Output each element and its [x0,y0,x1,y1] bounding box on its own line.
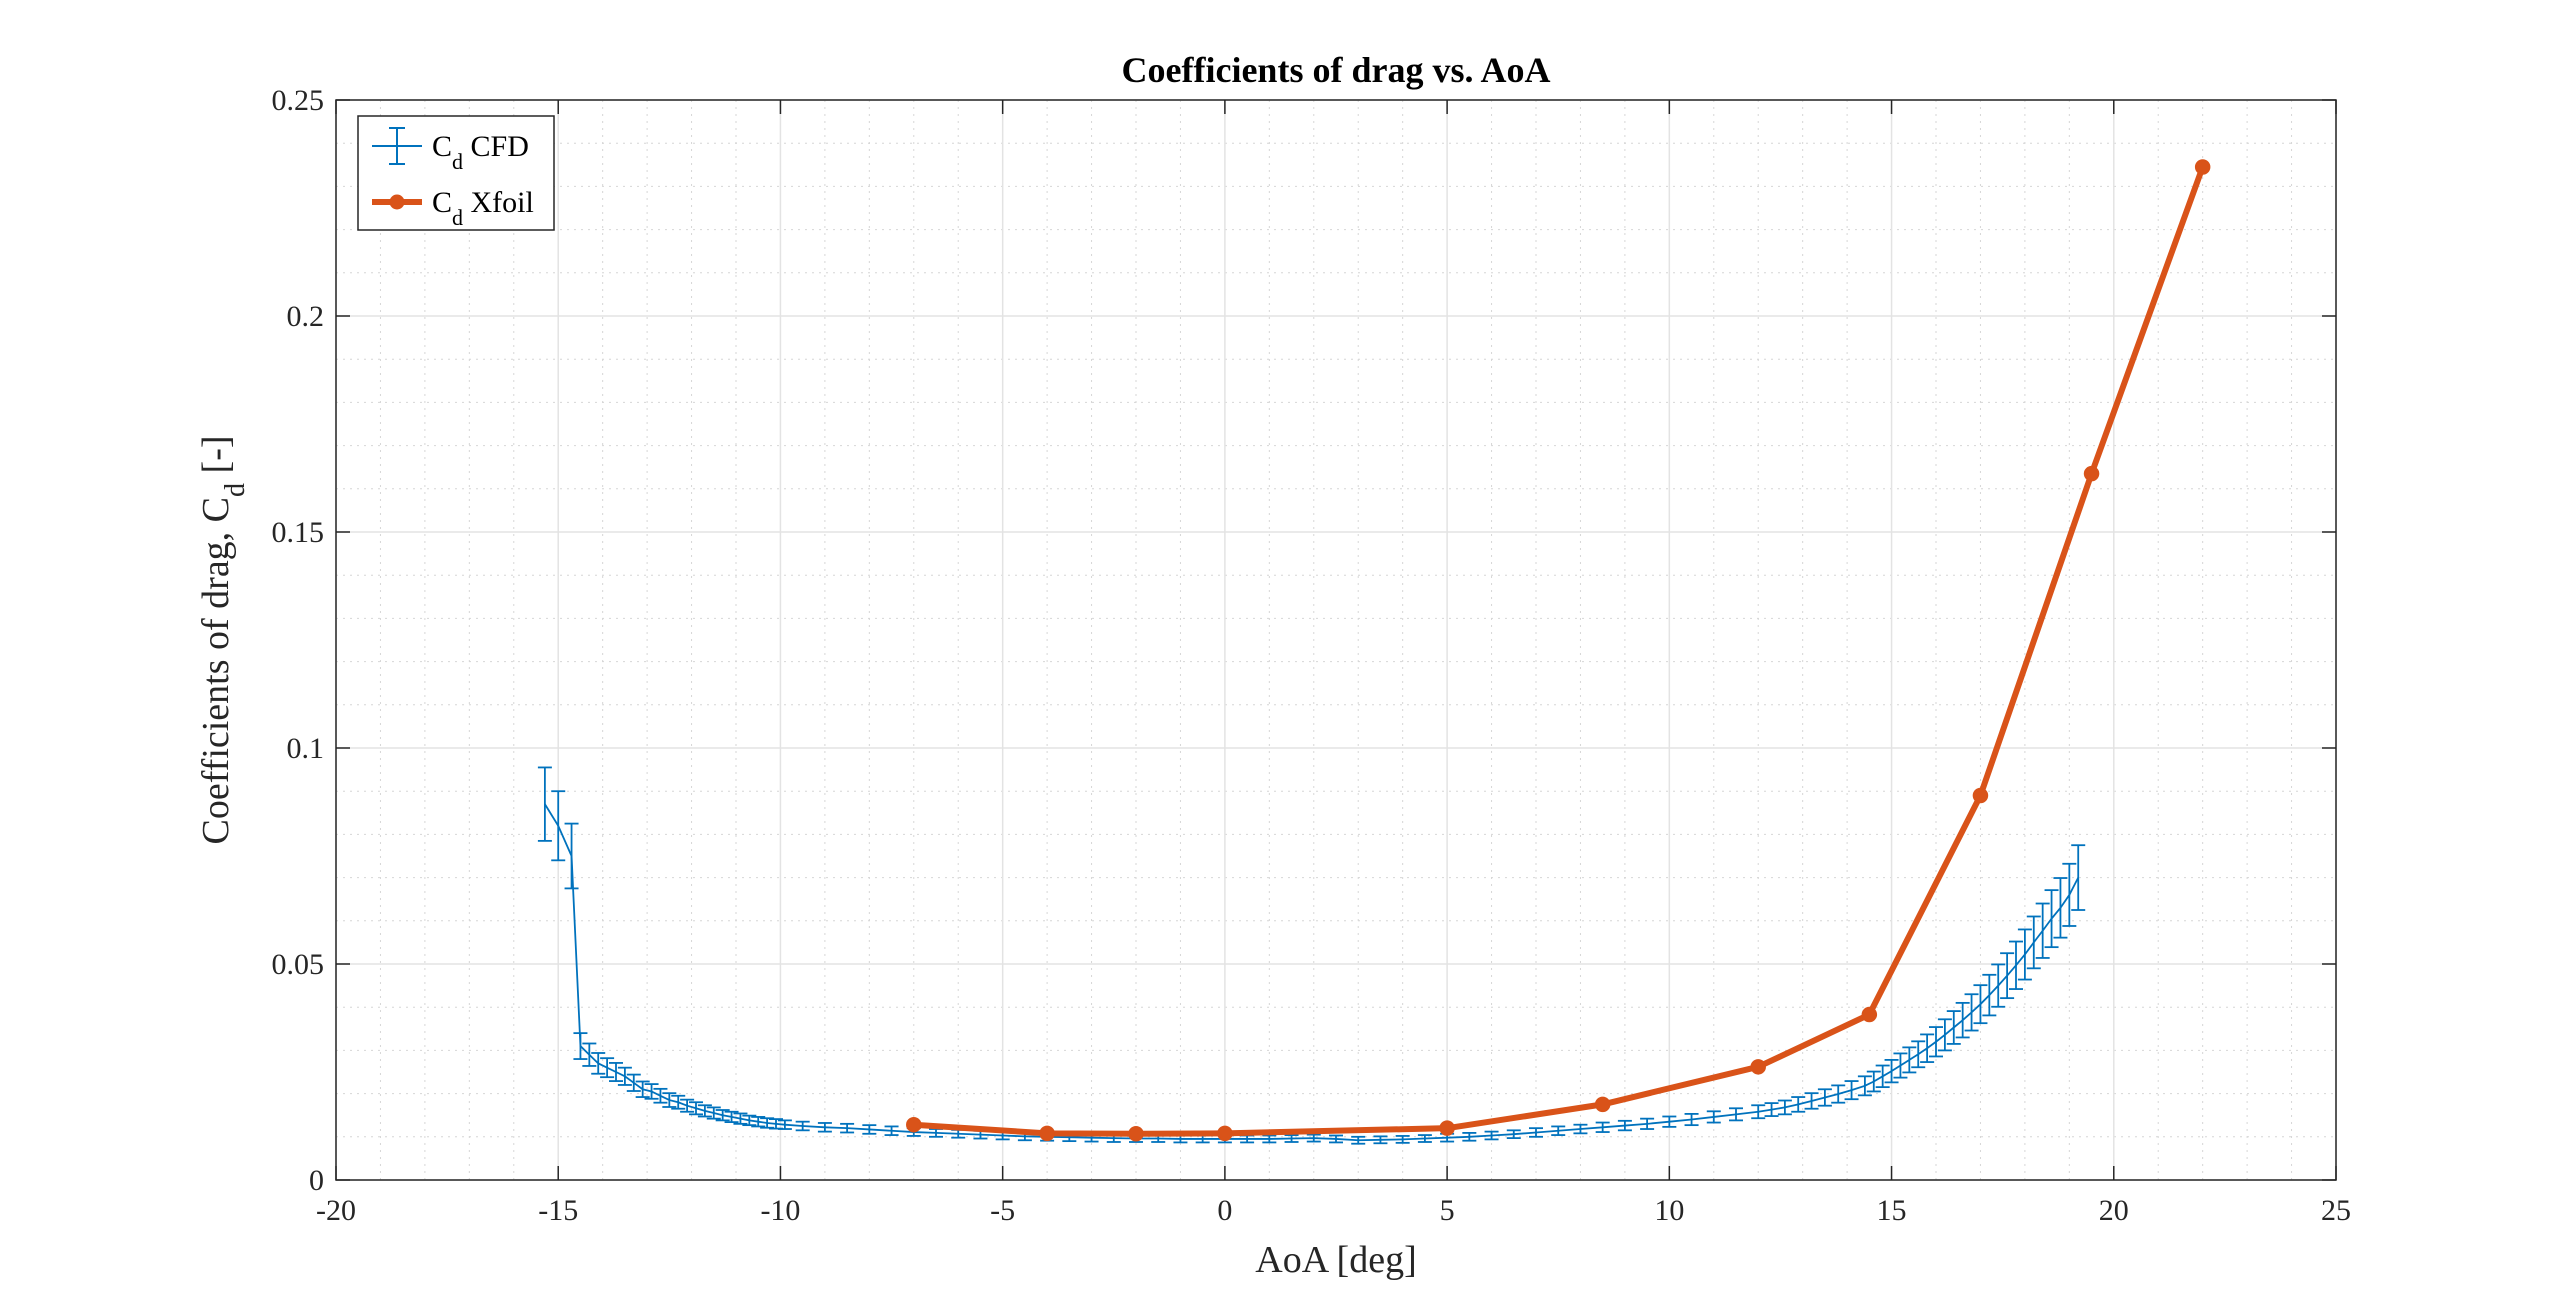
minor-grid [336,100,2336,1180]
chart-title: Coefficients of drag vs. AoA [1122,50,1551,90]
legend-label-cfd: Cd CFD [432,130,529,174]
xfoil-point [1439,1120,1455,1136]
y-tick-label: 0.25 [272,84,325,117]
axis-ticks: -20 -15 -10 -5 0 5 10 15 20 25 0 0.05 0.1 0.15 0.2 0.25 [272,84,2352,1227]
xfoil-point [2083,465,2100,482]
y-axis-label-main: Coefficients of drag, C [195,497,237,845]
xfoil-point [1594,1096,1611,1113]
legend-label-cfd-sub: d [452,149,463,174]
xfoil-point [906,1116,922,1133]
legend-label-cfd-suffix: CFD [463,130,529,163]
legend-label-cfd-main: C [432,130,452,163]
xfoil-point [1750,1059,1766,1075]
x-tick-label: -20 [316,1194,356,1227]
x-tick-label: 0 [1217,1194,1232,1227]
x-tick-label: -5 [990,1194,1015,1227]
legend-label-xfoil-suffix: Xfoil [463,186,534,219]
y-axis-label-suffix: [-] [195,435,237,482]
y-tick-label: 0.1 [287,732,325,765]
xfoil-point [1039,1125,1055,1142]
plot-area [336,100,2336,1180]
series-layer [537,159,2211,1145]
y-tick-label: 0.05 [272,948,325,981]
legend-box [357,115,555,231]
y-tick-label: 0.2 [287,300,325,333]
legend-swatch-xfoil [372,194,422,210]
xfoil-point [2194,159,2211,175]
x-axis-label: AoA [deg] [1255,1239,1416,1281]
xfoil-point [1861,1006,1878,1023]
x-tick-label: -10 [760,1194,800,1227]
x-tick-label: -15 [538,1194,578,1227]
xfoil-point [1972,787,1989,804]
x-tick-label: 20 [2099,1194,2129,1227]
legend-label-xfoil-sub: d [452,205,463,230]
x-tick-label: 5 [1440,1194,1455,1227]
x-tick-label: 10 [1654,1194,1684,1227]
legend: Cd CFD Cd Xfoil [357,115,555,231]
legend-label-xfoil-main: C [432,186,452,219]
xfoil-point [1128,1126,1144,1142]
x-tick-label: 25 [2321,1194,2351,1227]
y-tick-label: 0.15 [272,516,325,549]
legend-label-xfoil: Cd Xfoil [432,186,534,230]
legend-swatch-cfd [372,127,422,165]
x-tick-label: 15 [1877,1194,1907,1227]
y-axis-label-sub: d [220,483,251,497]
xfoil-point [1217,1125,1233,1142]
axes-box [335,99,2337,1181]
legend-marker-xfoil [389,194,405,210]
y-tick-label: 0 [309,1164,324,1197]
y-axis-label: Coefficients of drag, Cd [-] [195,435,251,844]
